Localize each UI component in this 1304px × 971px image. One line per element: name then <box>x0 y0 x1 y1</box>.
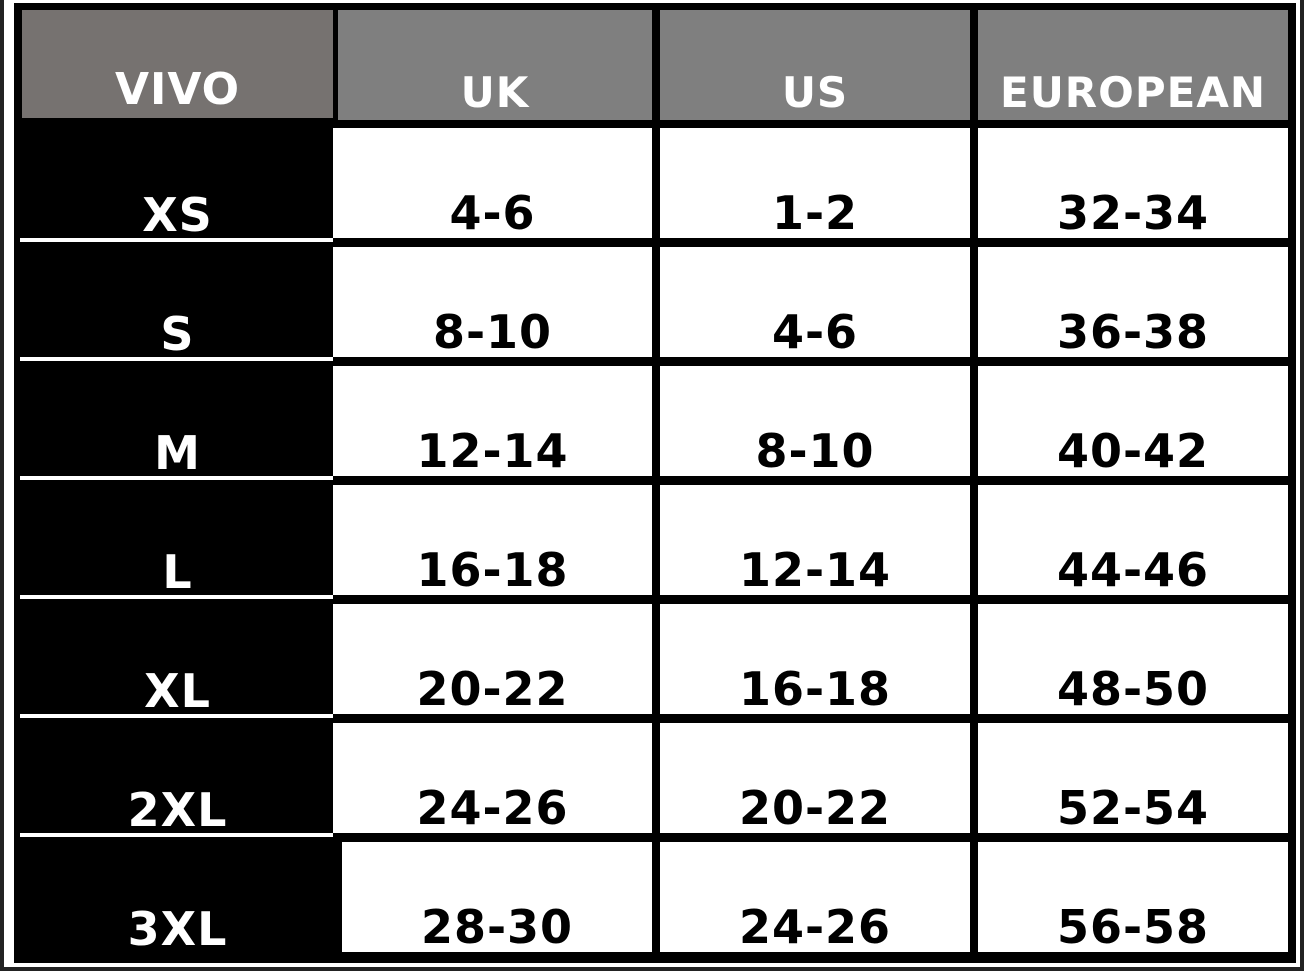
size-label: XS <box>22 128 333 240</box>
header-us: US <box>660 10 970 120</box>
size-value-eu: 40-42 <box>978 366 1288 476</box>
size-label: 3XL <box>22 842 333 954</box>
size-label: 2XL <box>22 723 333 835</box>
row-separator <box>20 595 333 599</box>
size-label: XL <box>22 604 333 716</box>
size-value-eu: 32-34 <box>978 128 1288 238</box>
size-value-uk: 20-22 <box>333 604 652 714</box>
row-separator <box>20 833 333 837</box>
row-separator <box>20 476 333 480</box>
size-value-eu: 36-38 <box>978 247 1288 357</box>
header-european: EUROPEAN <box>978 10 1288 120</box>
row-separator <box>20 238 333 242</box>
size-label: M <box>22 366 333 478</box>
size-value-us: 12-14 <box>660 485 970 595</box>
size-value-uk: 4-6 <box>333 128 652 238</box>
size-value-uk: 24-26 <box>333 723 652 833</box>
size-value-eu: 56-58 <box>978 842 1288 952</box>
size-value-uk: 8-10 <box>333 247 652 357</box>
size-value-us: 8-10 <box>660 366 970 476</box>
size-value-uk: 28-30 <box>342 842 652 952</box>
size-value-eu: 52-54 <box>978 723 1288 833</box>
row-separator <box>20 357 333 361</box>
size-value-us: 16-18 <box>660 604 970 714</box>
size-value-eu: 44-46 <box>978 485 1288 595</box>
size-label: S <box>22 247 333 359</box>
header-uk: UK <box>338 10 652 120</box>
size-value-us: 4-6 <box>660 247 970 357</box>
row-separator <box>20 714 333 718</box>
size-value-us: 24-26 <box>660 842 970 952</box>
size-value-uk: 16-18 <box>333 485 652 595</box>
size-value-eu: 48-50 <box>978 604 1288 714</box>
size-value-us: 20-22 <box>660 723 970 833</box>
size-value-uk: 12-14 <box>333 366 652 476</box>
size-label: L <box>22 485 333 597</box>
header-vivo: VIVO <box>22 10 333 118</box>
size-value-us: 1-2 <box>660 128 970 238</box>
